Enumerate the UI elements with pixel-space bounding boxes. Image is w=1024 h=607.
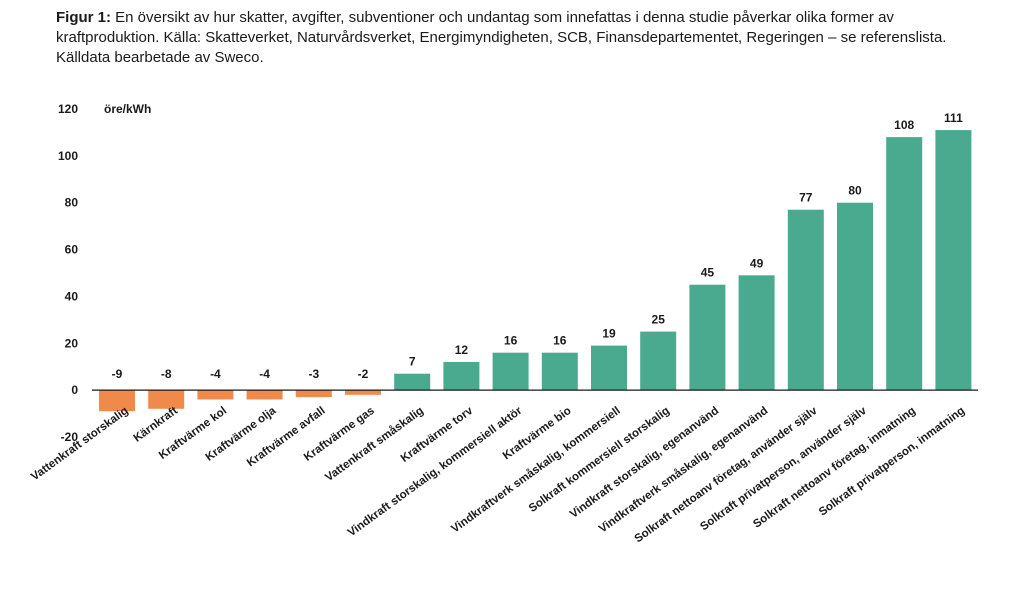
category-label: Vindkraftverk småskalig, kommersiell xyxy=(449,405,622,536)
y-tick-label: 80 xyxy=(65,196,79,210)
data-label: 25 xyxy=(652,313,666,327)
data-label: -9 xyxy=(112,367,123,381)
category-label: Kärnkraft xyxy=(132,405,181,445)
data-label: 7 xyxy=(409,355,416,369)
bar xyxy=(345,390,381,395)
bar xyxy=(738,275,775,391)
bar xyxy=(99,390,135,412)
figure-caption-label: Figur 1: xyxy=(56,9,111,26)
y-axis-unit-label: öre/kWh xyxy=(104,102,151,116)
bar xyxy=(492,352,529,391)
y-tick-label: 0 xyxy=(71,383,78,397)
data-label: -4 xyxy=(259,367,270,381)
data-label: 19 xyxy=(602,327,616,341)
category-labels: Vattenkraft storskalig KärnkraftKraftvärm… xyxy=(29,405,967,546)
bar xyxy=(886,137,923,391)
data-label: 16 xyxy=(553,334,567,348)
bar xyxy=(394,373,431,391)
data-label: -3 xyxy=(308,367,319,381)
bar xyxy=(640,331,677,391)
bar xyxy=(197,390,234,400)
y-tick-label: 60 xyxy=(65,243,79,257)
y-tick-label: 100 xyxy=(58,149,78,163)
data-label: -4 xyxy=(210,367,221,381)
bar xyxy=(787,209,824,391)
bar xyxy=(246,390,283,400)
data-label: 49 xyxy=(750,256,764,270)
bar xyxy=(591,345,627,391)
data-label: 108 xyxy=(894,118,914,132)
data-label: -2 xyxy=(358,367,369,381)
bar xyxy=(689,284,726,391)
data-label: 80 xyxy=(848,184,862,198)
bar xyxy=(295,390,332,398)
y-axis: -20 0 20 40 60 80 100 120 öre/kWh xyxy=(58,102,151,444)
y-tick-label: 120 xyxy=(58,102,78,116)
bar xyxy=(148,390,185,409)
bar xyxy=(443,362,480,391)
category-label: Solkraft nettoanv företag, använder själ… xyxy=(633,405,820,546)
data-label: 111 xyxy=(944,111,963,125)
bar xyxy=(935,130,972,391)
y-tick-label: 20 xyxy=(65,336,79,350)
bar xyxy=(837,202,873,391)
data-label: 12 xyxy=(455,343,469,357)
data-label: 16 xyxy=(504,334,518,348)
bars xyxy=(99,130,972,412)
figure-caption-text: En översikt av hur skatter, avgifter, su… xyxy=(56,9,947,66)
data-label: -8 xyxy=(161,367,172,381)
figure-caption: Figur 1: En översikt av hur skatter, avg… xyxy=(56,8,996,68)
y-tick-label: -20 xyxy=(61,430,79,444)
y-tick-label: 40 xyxy=(65,289,79,303)
data-label: 77 xyxy=(799,191,813,205)
data-labels: -9 -8 -4 -4 -3 -2 7 12 16 16 19 25 45 49 77 80 108 111 xyxy=(112,111,963,381)
data-label: 45 xyxy=(701,266,715,280)
category-label: Vattenkraft storskalig xyxy=(29,405,131,483)
category-label: Vindkraft storskalig, kommersiell aktör xyxy=(346,405,525,540)
category-label: Vattenkraft småskalig xyxy=(323,405,426,484)
bar xyxy=(541,352,578,391)
